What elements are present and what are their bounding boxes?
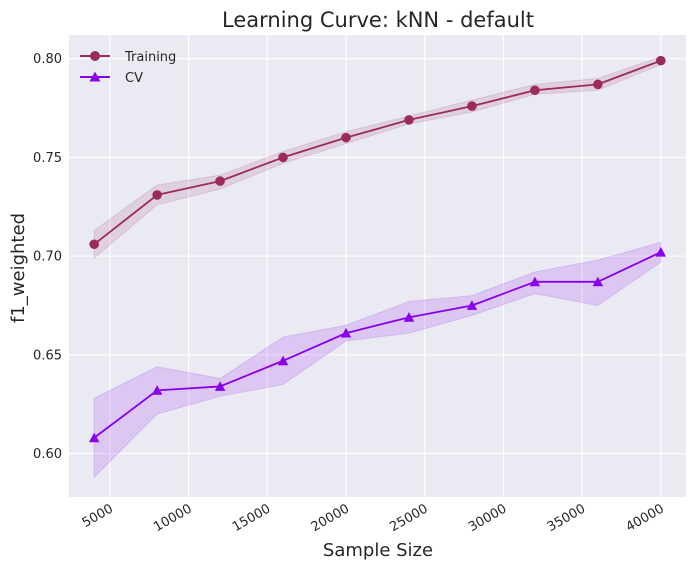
point-cv <box>88 432 100 443</box>
legend: Training CV <box>80 50 176 86</box>
point-cv <box>592 276 604 287</box>
point-cv <box>529 276 541 287</box>
series-markers <box>88 55 667 443</box>
point-cv <box>151 385 163 395</box>
legend-cv-label: CV <box>125 71 143 86</box>
point-training <box>656 55 666 66</box>
line-training <box>93 59 662 245</box>
band-cv <box>93 241 662 479</box>
point-cv <box>214 381 226 391</box>
series-lines <box>93 59 662 439</box>
point-training <box>215 176 225 186</box>
x-axis-label: Sample Size <box>323 540 433 561</box>
point-cv <box>466 300 478 310</box>
grid <box>69 35 686 497</box>
point-training <box>278 152 288 163</box>
line-cv <box>93 251 662 439</box>
point-training <box>89 239 99 250</box>
legend-training-marker <box>90 51 100 61</box>
y-tick-label: 0.60 <box>33 447 62 462</box>
chart-title: Learning Curve: kNN - default <box>222 8 534 32</box>
point-training <box>152 190 162 200</box>
point-training <box>467 101 477 111</box>
point-training <box>404 115 414 125</box>
point-cv <box>340 327 352 338</box>
plot-area <box>69 35 686 497</box>
point-cv <box>277 355 289 366</box>
point-cv <box>655 246 667 257</box>
point-training <box>530 85 540 96</box>
legend-cv-marker <box>89 71 101 82</box>
y-tick-label: 0.65 <box>33 348 62 363</box>
point-cv <box>403 312 415 322</box>
y-tick-label: 0.70 <box>33 250 62 265</box>
point-training <box>593 79 603 90</box>
y-tick-label: 0.75 <box>33 151 62 166</box>
legend-training-label: Training <box>124 50 176 65</box>
y-tick-label: 0.80 <box>33 52 62 67</box>
point-training <box>341 132 351 143</box>
y-axis-label: f1_weighted <box>8 213 29 323</box>
